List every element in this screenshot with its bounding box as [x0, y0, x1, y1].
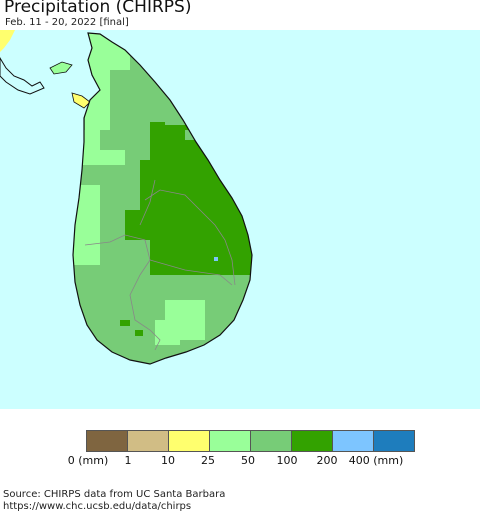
legend-tick-label: 0 (mm) [67, 454, 109, 467]
legend-tick-label: 400 (mm) [348, 454, 404, 467]
source-line: Source: CHIRPS data from UC Santa Barbar… [3, 489, 226, 500]
legend-color-bar [86, 430, 415, 452]
legend-swatch [169, 431, 210, 451]
legend-tick-label: 25 [201, 454, 215, 467]
legend-swatch [333, 431, 374, 451]
legend-tick-label: 1 [124, 454, 132, 467]
precipitation-map [0, 30, 480, 409]
legend-tick-label: 10 [161, 454, 175, 467]
india-landmass [0, 30, 15, 52]
legend-swatch [128, 431, 169, 451]
source-credit: Source: CHIRPS data from UC Santa Barbar… [3, 489, 225, 513]
legend-swatch [251, 431, 292, 451]
province-boundaries [84, 179, 236, 351]
map-subtitle: Feb. 11 - 20, 2022 [final] [5, 17, 129, 28]
source-url[interactable]: https://www.chc.ucsb.edu/data/chirps [3, 501, 192, 512]
india-coastline [0, 57, 45, 95]
legend-tick-label: 200 [316, 454, 338, 467]
legend-swatch [292, 431, 333, 451]
legend-tick-label: 100 [276, 454, 298, 467]
legend-swatch [87, 431, 128, 451]
map-title: Precipitation (CHIRPS) [4, 0, 192, 17]
legend-swatch [374, 431, 414, 451]
legend-tick-label: 50 [241, 454, 255, 467]
map-svg [0, 30, 480, 409]
island-coastline [72, 32, 253, 365]
legend-swatch [210, 431, 251, 451]
jaffna-islands [49, 61, 73, 75]
mannar-island [71, 92, 91, 109]
